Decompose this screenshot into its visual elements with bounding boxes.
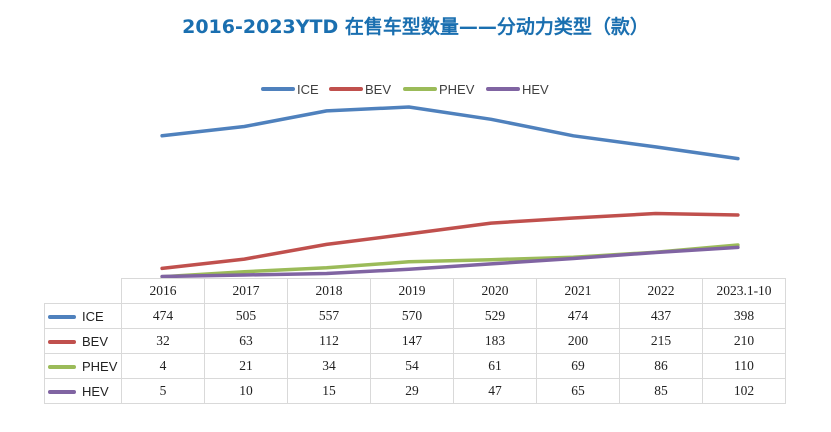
table-col-header: 2017	[205, 279, 288, 304]
table-cell: 4	[122, 354, 205, 379]
table-cell: 210	[703, 329, 786, 354]
table-cell: 29	[371, 379, 454, 404]
table-col-header: 2022	[620, 279, 703, 304]
table-cell: 437	[620, 304, 703, 329]
table-col-header: 2016	[122, 279, 205, 304]
table-cell: 32	[122, 329, 205, 354]
series-key-bev	[48, 340, 76, 344]
series-lines	[162, 107, 738, 277]
legend-label-ice: ICE	[297, 82, 319, 97]
table-cell: 61	[454, 354, 537, 379]
table-col-header: 2023.1-10	[703, 279, 786, 304]
table-cell: 86	[620, 354, 703, 379]
table-cell: 474	[122, 304, 205, 329]
table-header-row: 2016 2017 2018 2019 2020 2021 2022 2023.1-10	[45, 279, 786, 304]
table-col-header: 2020	[454, 279, 537, 304]
series-name: PHEV	[82, 359, 117, 374]
table-cell: 102	[703, 379, 786, 404]
series-line-phev	[162, 245, 738, 277]
table-cell: 63	[205, 329, 288, 354]
table-row-label: PHEV	[45, 354, 122, 379]
table-cell: 147	[371, 329, 454, 354]
table-row: BEV 32 63 112 147 183 200 215 210	[45, 329, 786, 354]
table-col-header: 2018	[288, 279, 371, 304]
table-cell: 85	[620, 379, 703, 404]
table-row-label: BEV	[45, 329, 122, 354]
data-table: 2016 2017 2018 2019 2020 2021 2022 2023.1-10 ICE…	[44, 278, 786, 404]
table-cell: 69	[537, 354, 620, 379]
table-row-label: ICE	[45, 304, 122, 329]
series-key-phev	[48, 365, 76, 369]
table-cell: 183	[454, 329, 537, 354]
table-corner	[45, 279, 122, 304]
series-key-ice	[48, 315, 76, 319]
table-cell: 15	[288, 379, 371, 404]
table-row: ICE 474 505 557 570 529 474 437 398	[45, 304, 786, 329]
series-name: ICE	[82, 309, 104, 324]
legend-label-phev: PHEV	[439, 82, 475, 97]
table-row: PHEV 4 21 34 54 61 69 86 110	[45, 354, 786, 379]
table-cell: 65	[537, 379, 620, 404]
series-name: BEV	[82, 334, 108, 349]
table-col-header: 2021	[537, 279, 620, 304]
table-row-label: HEV	[45, 379, 122, 404]
table-cell: 54	[371, 354, 454, 379]
table-cell: 505	[205, 304, 288, 329]
table-cell: 5	[122, 379, 205, 404]
table-cell: 10	[205, 379, 288, 404]
table-cell: 570	[371, 304, 454, 329]
series-name: HEV	[82, 384, 109, 399]
table-cell: 529	[454, 304, 537, 329]
table-cell: 47	[454, 379, 537, 404]
table-cell: 474	[537, 304, 620, 329]
table-cell: 34	[288, 354, 371, 379]
table-cell: 112	[288, 329, 371, 354]
legend-label-bev: BEV	[365, 82, 391, 97]
table-row: HEV 5 10 15 29 47 65 85 102	[45, 379, 786, 404]
table-cell: 215	[620, 329, 703, 354]
table-cell: 557	[288, 304, 371, 329]
table-cell: 110	[703, 354, 786, 379]
table-cell: 200	[537, 329, 620, 354]
series-key-hev	[48, 390, 76, 394]
legend: ICE BEV PHEV HEV	[263, 82, 549, 97]
legend-label-hev: HEV	[522, 82, 549, 97]
table-cell: 21	[205, 354, 288, 379]
table-cell: 398	[703, 304, 786, 329]
table-col-header: 2019	[371, 279, 454, 304]
series-line-ice	[162, 107, 738, 159]
